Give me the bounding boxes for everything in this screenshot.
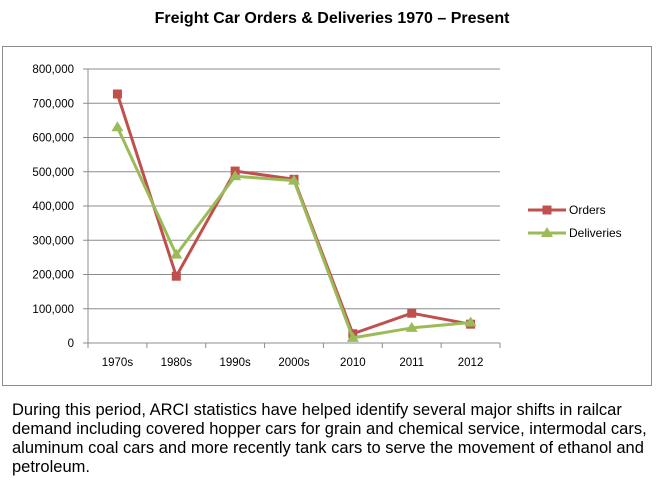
legend-label-orders: Orders	[569, 203, 606, 217]
chart-area	[2, 46, 652, 386]
x-tick-label: 2012	[458, 357, 484, 369]
x-tick-label: 2011	[399, 357, 424, 369]
chart-title: Freight Car Orders & Deliveries 1970 – P…	[154, 10, 510, 27]
data-point-deliveries	[111, 121, 124, 132]
legend-marker-orders	[542, 205, 552, 215]
legend-marker-deliveries	[541, 227, 553, 237]
y-tick-label: 300,000	[32, 235, 74, 247]
y-tick-label: 800,000	[32, 64, 74, 76]
y-tick-label: 100,000	[32, 304, 74, 316]
series-line-orders	[116, 93, 471, 336]
data-point-orders	[171, 271, 181, 281]
y-tick-label: 600,000	[32, 133, 74, 145]
data-point-orders	[112, 89, 122, 99]
y-tick-label: 700,000	[32, 98, 74, 110]
y-tick-label: 200,000	[32, 270, 74, 282]
x-tick-label: 1990s	[219, 357, 251, 369]
caption-text: During this period, ARCI statistics have…	[12, 401, 647, 476]
data-point-deliveries	[170, 248, 183, 259]
x-tick-label: 2010	[340, 357, 366, 369]
y-tick-label: 500,000	[32, 167, 74, 179]
data-point-deliveries	[229, 170, 242, 181]
data-point-deliveries	[346, 331, 359, 342]
x-tick-label: 1970s	[102, 357, 134, 369]
data-point-deliveries	[288, 174, 300, 185]
x-tick-label: 1980s	[161, 357, 193, 369]
y-tick-label: 400,000	[32, 201, 74, 213]
legend-label-deliveries: Deliveries	[569, 226, 622, 240]
y-tick-label: 0	[68, 338, 74, 350]
data-point-deliveries	[464, 316, 477, 327]
data-point-deliveries	[405, 321, 418, 332]
series-line-deliveries	[116, 126, 471, 340]
data-point-orders	[407, 308, 417, 318]
x-tick-label: 2000s	[278, 357, 310, 369]
